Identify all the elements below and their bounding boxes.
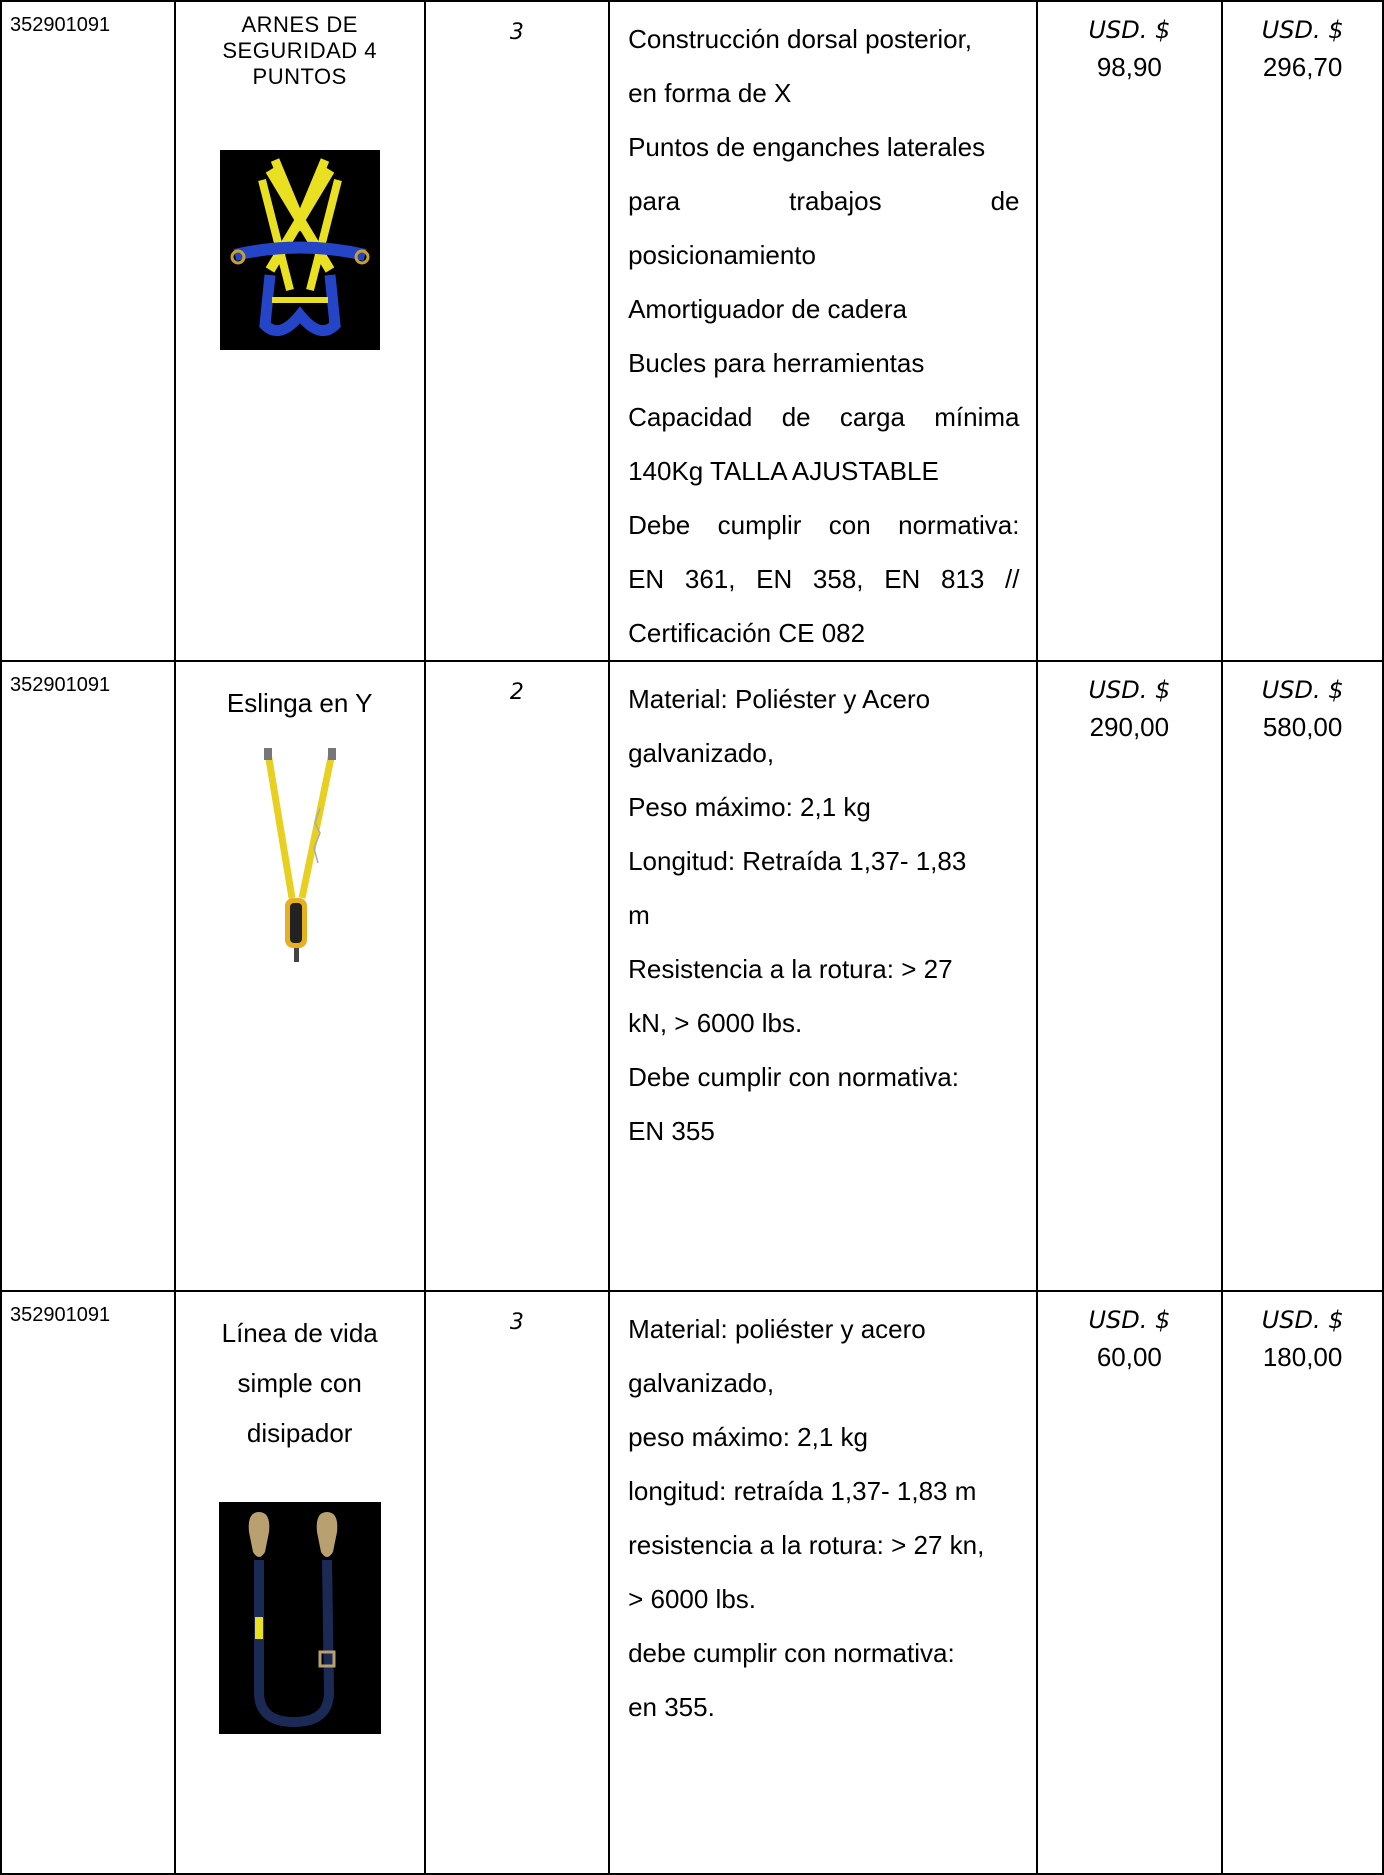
currency-label: USD. $ [1261, 676, 1344, 704]
product-name-line: Eslinga en Y [226, 688, 373, 718]
total-price: 180,00 [1262, 1342, 1343, 1372]
table-row: 352901091 Eslinga en Y 2 Material [0, 660, 1384, 1292]
currency-label: USD. $ [1088, 1306, 1171, 1334]
table-row: 352901091 ARNES DE SEGURIDAD 4 PUNTOS [0, 0, 1384, 662]
description-line: > 6000 lbs. [628, 1584, 757, 1614]
description-line: resistencia a la rotura: > 27 kn, [628, 1530, 985, 1560]
unit-price-cell: USD. $ 98,90 [1035, 0, 1224, 662]
description-line: EN 361, EN 358, EN 813 // [628, 564, 1020, 594]
description-line: kN, > 6000 lbs. [628, 1008, 803, 1038]
description-line: en forma de X [628, 78, 792, 108]
total-price: 580,00 [1262, 712, 1343, 742]
unit-price-cell: USD. $ 290,00 [1035, 660, 1224, 1292]
description-line: Material: poliéster y acero [628, 1314, 926, 1344]
product-name-line: SEGURIDAD 4 [222, 38, 378, 63]
description-line: galvanizado, [628, 1368, 775, 1398]
product-description: Construcción dorsal posterior, en forma … [608, 0, 1038, 662]
description-line: Debe cumplir con normativa: [628, 1062, 959, 1092]
description-line: Construcción dorsal posterior, [628, 24, 973, 54]
total-price-cell: USD. $ 296,70 [1221, 0, 1384, 662]
quantity: 3 [423, 1290, 611, 1875]
quantity: 2 [423, 660, 611, 1292]
description-line: Material: Poliéster y Acero [628, 684, 931, 714]
product-name-line: Línea de vida [221, 1318, 378, 1348]
total-price-cell: USD. $ 580,00 [1221, 660, 1384, 1292]
currency-label: USD. $ [1088, 16, 1171, 44]
table-row: 352901091 Línea de vida simple con disip… [0, 1290, 1384, 1875]
product-name-cell: Eslinga en Y [173, 660, 426, 1292]
product-description: Material: poliéster y acero galvanizado,… [608, 1290, 1038, 1875]
description-line: EN 355 [628, 1116, 715, 1146]
total-price-cell: USD. $ 180,00 [1221, 1290, 1384, 1875]
currency-label: USD. $ [1261, 1306, 1344, 1334]
unit-price: 60,00 [1096, 1342, 1162, 1372]
product-name-line: simple con [237, 1368, 362, 1398]
description-line: en 355. [628, 1692, 715, 1722]
currency-label: USD. $ [1261, 16, 1344, 44]
y-lanyard-icon [250, 748, 350, 968]
description-line: Bucles para herramientas [628, 348, 925, 378]
product-description: Material: Poliéster y Acero galvanizado,… [608, 660, 1038, 1292]
description-line: 140Kg TALLA AJUSTABLE [628, 456, 939, 486]
product-name-line: disipador [246, 1418, 353, 1448]
currency-label: USD. $ [1088, 676, 1171, 704]
product-name-line: ARNES DE [241, 12, 358, 37]
description-line: peso máximo: 2,1 kg [628, 1422, 868, 1452]
product-code: 352901091 [0, 1290, 176, 1875]
description-line: Resistencia a la rotura: > 27 [628, 954, 953, 984]
product-code: 352901091 [0, 0, 176, 662]
description-line: para trabajos de [628, 186, 1020, 216]
description-line: Capacidad de carga mínima [628, 402, 1020, 432]
unit-price: 98,90 [1096, 52, 1162, 82]
description-line: Debe cumplir con normativa: [628, 510, 1020, 540]
quantity: 3 [423, 0, 611, 662]
product-code: 352901091 [0, 660, 176, 1292]
description-line: m [628, 900, 650, 930]
unit-price: 290,00 [1089, 712, 1170, 742]
description-line: debe cumplir con normativa: [628, 1638, 955, 1668]
description-line: Longitud: Retraída 1,37- 1,83 [628, 846, 967, 876]
product-name-line: PUNTOS [252, 64, 347, 89]
description-line: Puntos de enganches laterales [628, 132, 986, 162]
description-line: galvanizado, [628, 738, 775, 768]
description-line: Amortiguador de cadera [628, 294, 908, 324]
description-line: Peso máximo: 2,1 kg [628, 792, 871, 822]
lifeline-lanyard-icon [218, 1502, 381, 1734]
description-line: Certificación CE 082 [628, 618, 866, 648]
product-name-cell: Línea de vida simple con disipador [173, 1290, 426, 1875]
product-name-cell: ARNES DE SEGURIDAD 4 PUNTOS [173, 0, 426, 662]
safety-harness-icon [219, 150, 380, 350]
total-price: 296,70 [1262, 52, 1343, 82]
description-line: posicionamiento [628, 240, 816, 270]
description-line: longitud: retraída 1,37- 1,83 m [628, 1476, 977, 1506]
unit-price-cell: USD. $ 60,00 [1035, 1290, 1224, 1875]
